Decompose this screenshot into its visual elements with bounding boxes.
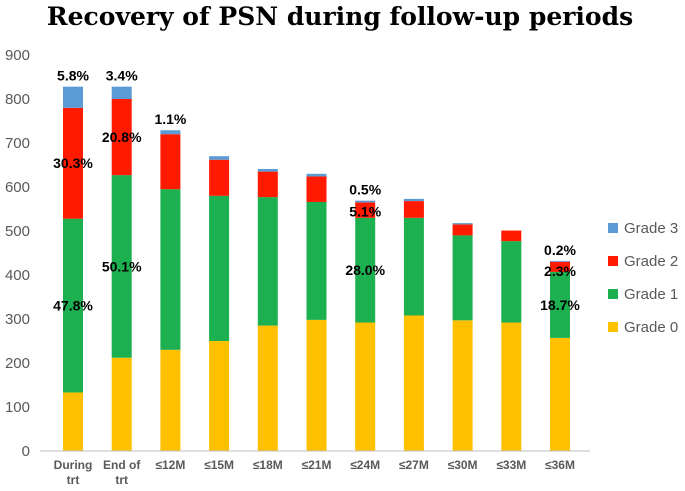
x-tick-label: ≤18M	[253, 458, 283, 472]
data-label: 47.8%	[53, 298, 93, 314]
data-label: 1.1%	[154, 111, 186, 127]
y-tick-label: 400	[5, 267, 30, 284]
bar-segment-grade-1	[209, 195, 230, 341]
x-tick-label: ≤33M	[496, 458, 526, 472]
bar-segment-grade-3	[355, 200, 376, 203]
x-tick-label: ≤21M	[302, 458, 332, 472]
y-tick-label: 800	[5, 91, 30, 108]
bar-segment-grade-1	[160, 189, 181, 350]
bar-segment-grade-0	[160, 349, 181, 451]
y-tick-label: 700	[5, 135, 30, 152]
bar-segment-grade-2	[355, 202, 376, 218]
bar-segment-grade-3	[63, 86, 83, 108]
y-tick-label: 100	[5, 399, 30, 416]
bar-segment-grade-3	[550, 260, 570, 262]
legend: Grade 3 Grade 2 Grade 1 Grade 0	[608, 220, 678, 336]
legend-swatch	[608, 256, 618, 266]
data-label: 28.0%	[345, 262, 385, 278]
bar-segment-grade-2	[452, 224, 473, 236]
bar-segment-grade-2	[111, 99, 132, 176]
bars	[63, 86, 570, 451]
bar-segment-grade-2	[209, 159, 230, 196]
bar-segment-grade-0	[403, 315, 424, 451]
bar-segment-grade-2	[63, 107, 83, 219]
data-label: 0.5%	[349, 182, 381, 198]
x-tick-label: ≤27M	[399, 458, 429, 472]
bar-segment-grade-0	[550, 337, 570, 451]
legend-label: Grade 0	[624, 319, 678, 336]
bar-segment-grade-2	[306, 176, 327, 202]
y-tick-label: 300	[5, 311, 30, 328]
legend-label: Grade 2	[624, 253, 678, 270]
bar-segment-grade-1	[452, 235, 473, 321]
data-label: 0.2%	[544, 242, 576, 258]
bar-segment-grade-3	[452, 223, 473, 225]
chart-title: Recovery of PSN during follow-up periods	[47, 2, 633, 31]
bar-segment-grade-0	[209, 341, 230, 451]
legend-label: Grade 3	[624, 220, 678, 237]
bar-segment-grade-2	[501, 230, 522, 242]
data-label: 5.8%	[57, 68, 89, 84]
data-label: 5.1%	[349, 203, 381, 219]
bar-segment-grade-2	[550, 261, 570, 272]
bar-segment-grade-0	[63, 392, 83, 451]
bar-segment-grade-1	[501, 241, 522, 323]
y-tick-label: 500	[5, 223, 30, 240]
x-tick-label: ≤30M	[448, 458, 478, 472]
bar-segment-grade-0	[111, 357, 132, 451]
legend-swatch	[608, 322, 618, 332]
data-labels: 5.8% 30.3% 47.8% 3.4% 20.8% 50.1% 1.1% 0.5% 5.1%…	[53, 68, 580, 314]
y-tick-label: 0	[22, 443, 30, 460]
x-tick-label: ≤36M	[545, 458, 575, 472]
data-label: 2.3%	[544, 263, 576, 279]
legend-swatch	[608, 289, 618, 299]
x-axis: During trt End of trt ≤12M ≤15M ≤18M ≤21M ≤24M ≤2…	[54, 458, 575, 487]
bar-segment-grade-3	[209, 156, 230, 160]
x-tick-label: ≤12M	[155, 458, 185, 472]
x-tick-label: ≤24M	[350, 458, 380, 472]
data-label: 50.1%	[102, 258, 142, 274]
bar-segment-grade-3	[257, 168, 278, 172]
bar-segment-grade-0	[452, 320, 473, 451]
bar-segment-grade-3	[111, 86, 132, 99]
bar-segment-grade-2	[257, 171, 278, 198]
bar-segment-grade-1	[355, 217, 376, 323]
bar-segment-grade-2	[160, 134, 181, 190]
bar-segment-grade-1	[257, 197, 278, 326]
x-tick-label: During trt	[54, 458, 93, 487]
y-axis: 0 100 200 300 400 500 600 700 800 900	[5, 47, 30, 460]
bar-segment-grade-0	[306, 319, 327, 451]
legend-label: Grade 1	[624, 286, 678, 303]
bar-segment-grade-1	[550, 271, 570, 338]
bar-segment-grade-1	[306, 201, 327, 320]
bar-segment-grade-1	[63, 218, 83, 393]
bar-segment-grade-0	[501, 322, 522, 451]
data-label: 30.3%	[53, 155, 93, 171]
y-tick-label: 900	[5, 47, 30, 64]
bar-segment-grade-3	[403, 198, 424, 202]
bar-segment-grade-0	[355, 322, 376, 451]
data-label: 18.7%	[540, 297, 580, 313]
data-label: 3.4%	[106, 68, 138, 84]
bar-segment-grade-3	[160, 130, 181, 135]
bar-segment-grade-1	[403, 217, 424, 316]
y-tick-label: 600	[5, 179, 30, 196]
bar-segment-grade-0	[257, 325, 278, 451]
x-tick-label: ≤15M	[204, 458, 234, 472]
legend-swatch	[608, 223, 618, 233]
bar-segment-grade-3	[306, 173, 327, 177]
bar-segment-grade-2	[403, 201, 424, 218]
y-tick-label: 200	[5, 355, 30, 372]
bar-segment-grade-1	[111, 175, 132, 358]
data-label: 20.8%	[102, 129, 142, 145]
x-tick-label: End of trt	[103, 458, 141, 487]
